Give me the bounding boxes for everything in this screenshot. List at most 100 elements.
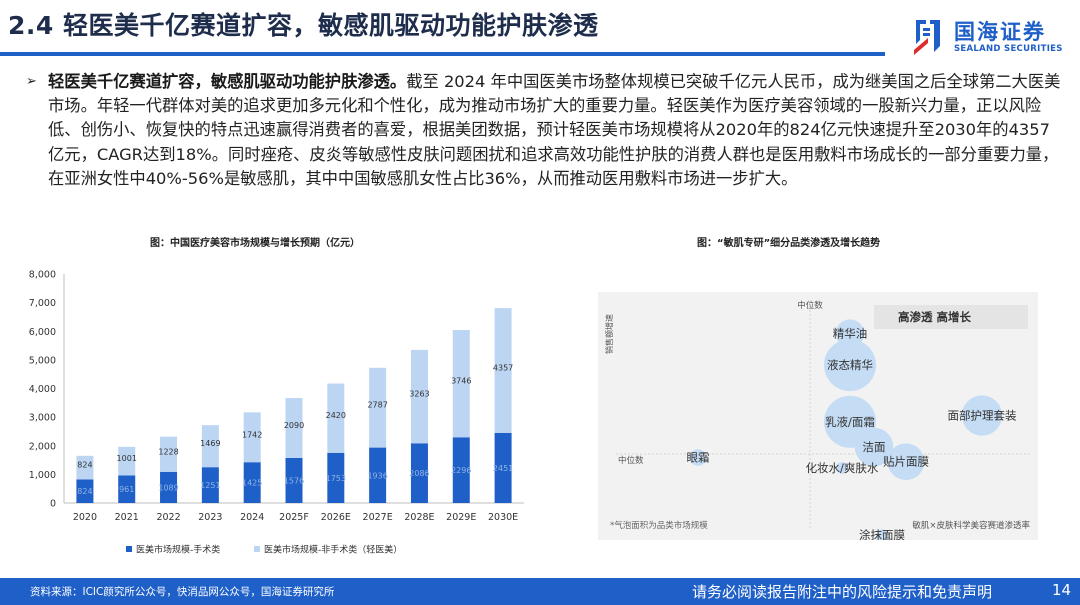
x-tick-label: 2023 xyxy=(198,512,222,523)
bar-segment xyxy=(410,349,428,444)
bar-value-label: 2086 xyxy=(409,469,429,478)
logo-text-cn: 国海证券 xyxy=(954,20,1046,44)
legend-label: 医美市场规模-非手术类（轻医美） xyxy=(264,544,402,556)
bubble xyxy=(876,529,888,540)
bar-segment xyxy=(285,398,303,458)
chart-footnote: *气泡面积为品类市场规模 xyxy=(610,520,708,531)
body-paragraph: ➢ 轻医美千亿赛道扩容，敏感肌驱动功能护肤渗透。截至 2024 年中国医美市场整… xyxy=(26,70,1066,191)
page-number: 14 xyxy=(1052,581,1072,599)
bar-segment xyxy=(410,443,428,503)
bar-segment xyxy=(118,475,136,503)
sealand-logo-icon xyxy=(914,20,940,55)
bar-segment xyxy=(494,432,512,503)
bar-value-label: 3263 xyxy=(409,390,429,399)
y-tick-label: 6,000 xyxy=(29,327,56,338)
bar-segment xyxy=(452,330,470,438)
bar-value-label: 2420 xyxy=(326,411,346,420)
bar-segment xyxy=(201,425,219,468)
bar-value-label: 2451 xyxy=(493,464,513,473)
bubble xyxy=(836,462,848,474)
x-tick-label: 2027E xyxy=(363,512,393,523)
y-tick-label: 2,000 xyxy=(29,441,56,452)
bar-segment xyxy=(327,452,345,503)
bar-segment xyxy=(494,308,512,433)
lead-sentence: 轻医美千亿赛道扩容，敏感肌驱动功能护肤渗透。 xyxy=(48,72,407,91)
body-text: 截至 2024 年中国医美市场整体规模已突破千亿元人民币，成为继美国之后全球第二… xyxy=(48,72,1061,188)
bar-value-label: 824 xyxy=(77,461,92,470)
bar-value-label: 824 xyxy=(77,487,92,496)
bar-segment xyxy=(243,412,261,463)
bubble xyxy=(689,449,707,466)
bar-value-label: 1469 xyxy=(200,439,220,448)
x-tick-label: 2028E xyxy=(404,512,434,523)
y-tick-label: 8,000 xyxy=(29,270,56,281)
x-tick-label: 2025F xyxy=(279,512,309,523)
bubble-label: 液态精华 xyxy=(827,358,873,372)
x-axis-label: 敏肌×皮肤科学美容赛道渗透率 xyxy=(912,520,1030,531)
quadrant-label: 高渗透 高增长 xyxy=(898,310,972,324)
title-divider xyxy=(0,52,885,56)
bubble-label: 乳液/面霜 xyxy=(825,415,875,429)
bar-segment xyxy=(369,367,387,448)
y-tick-label: 3,000 xyxy=(29,413,56,424)
chart1-caption: 图：中国医疗美容市场规模与增长预期（亿元） xyxy=(150,238,360,249)
x-tick-label: 2030E xyxy=(488,512,518,523)
bullet-arrow-icon: ➢ xyxy=(26,74,37,89)
y-tick-label: 0 xyxy=(50,499,56,510)
bar-value-label: 1089 xyxy=(158,483,178,492)
bar-value-label: 2787 xyxy=(367,401,387,410)
bar-value-label: 1936 xyxy=(367,471,387,480)
logo-text-en: SEALAND SECURITIES xyxy=(954,44,1063,54)
bar-value-label: 1425 xyxy=(242,479,262,488)
footer-bar: 资料来源：ICIC颜究所公众号，快消品网公众号，国海证券研究所 请务必阅读报告附… xyxy=(0,578,1080,605)
y-tick-label: 1,000 xyxy=(29,470,56,481)
y-tick-label: 5,000 xyxy=(29,355,56,366)
footer-source: 资料来源：ICIC颜究所公众号，快消品网公众号，国海证券研究所 xyxy=(30,586,335,598)
bar-value-label: 3746 xyxy=(451,377,471,386)
bar-value-label: 1251 xyxy=(200,481,220,490)
bubble-label: 洁面 xyxy=(863,440,886,454)
bubble xyxy=(824,339,876,392)
bar-segment xyxy=(369,447,387,503)
legend-label: 医美市场规模-手术类 xyxy=(136,544,220,556)
legend-swatch xyxy=(126,546,132,552)
bubble-label: 精华油 xyxy=(833,327,868,341)
bar-value-label: 1576 xyxy=(284,476,304,485)
bar-segment xyxy=(118,446,136,476)
page-title: 2.4 轻医美千亿赛道扩容，敏感肌驱动功能护肤渗透 xyxy=(8,11,599,40)
quadrant-label-box xyxy=(874,305,1028,329)
bubble xyxy=(961,395,1003,436)
bar-segment xyxy=(160,471,178,503)
bar-value-label: 2296 xyxy=(451,466,471,475)
x-tick-label: 2029E xyxy=(446,512,476,523)
bar-segment xyxy=(201,467,219,503)
bar-value-label: 961 xyxy=(119,485,134,494)
brand-logo: 国海证券 SEALAND SECURITIES xyxy=(910,14,1070,58)
bubble-label: 涂抹面膜 xyxy=(859,528,905,540)
market-size-bar-chart: 0 1,000 2,000 3,000 4,000 5,000 6,000 7,000 8,00… xyxy=(29,270,524,556)
x-tick-label: 2021 xyxy=(115,512,139,523)
bubble-label: 眼霜 xyxy=(687,451,710,465)
bar-value-label: 2090 xyxy=(284,421,304,430)
footer-disclaimer: 请务必阅读报告附注中的风险提示和免责声明 xyxy=(692,583,993,601)
y-tick-label: 7,000 xyxy=(29,298,56,309)
x-tick-label: 2020 xyxy=(73,512,97,523)
chart2-caption: 图：“敏肌专研”细分品类渗透及增长趋势 xyxy=(697,238,881,249)
bar-value-label: 1228 xyxy=(158,447,178,456)
bar-segment xyxy=(285,457,303,503)
bubble-label: 面部护理套装 xyxy=(948,409,1017,423)
bar-value-label: 1742 xyxy=(242,430,262,439)
bubble-label: 贴片面膜 xyxy=(883,455,929,469)
bar-segment xyxy=(452,437,470,503)
bubble xyxy=(887,443,925,481)
x-tick-label: 2024 xyxy=(240,512,264,523)
bar-value-label: 1001 xyxy=(117,454,137,463)
x-tick-label: 2026E xyxy=(321,512,351,523)
bar-value-label: 1753 xyxy=(326,474,346,483)
bubble-label: 化妆水/爽肤水 xyxy=(806,461,879,475)
x-tick-label: 2022 xyxy=(156,512,180,523)
median-label-x: 中位数 xyxy=(797,300,823,311)
bar-segment xyxy=(327,383,345,453)
bubble xyxy=(854,427,894,467)
